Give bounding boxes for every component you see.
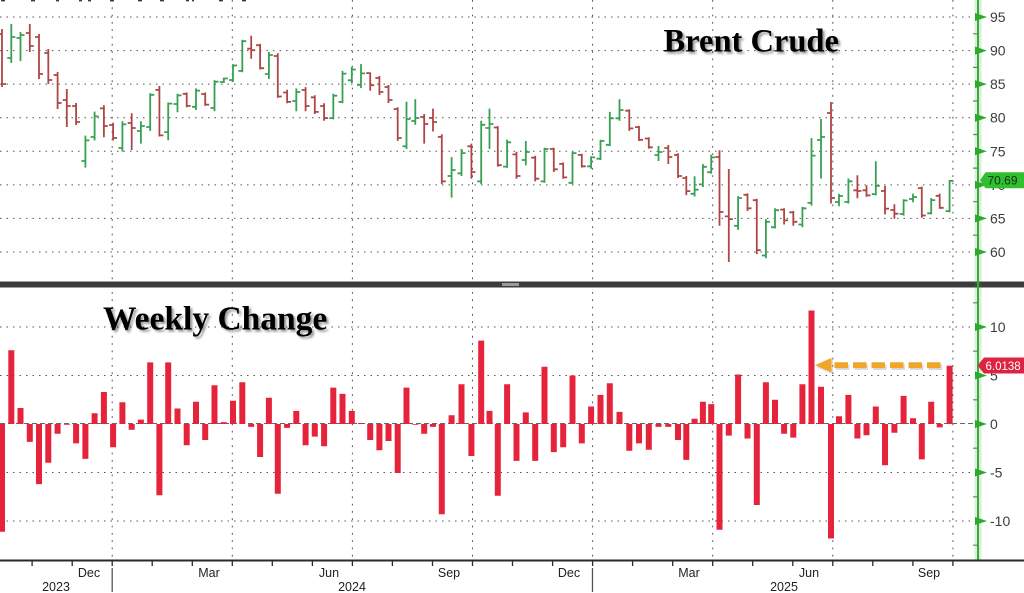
svg-text:Brent Crude: Brent Crude xyxy=(664,24,839,60)
svg-text:Dec: Dec xyxy=(78,566,100,580)
svg-text:0: 0 xyxy=(990,416,998,432)
svg-text:Jun: Jun xyxy=(319,566,339,580)
svg-text:2025: 2025 xyxy=(770,580,798,593)
svg-text:Mar: Mar xyxy=(198,566,220,580)
svg-text:85: 85 xyxy=(990,76,1006,92)
svg-text:6.0138: 6.0138 xyxy=(986,361,1021,373)
svg-text:10: 10 xyxy=(990,319,1006,335)
svg-text:-5: -5 xyxy=(990,465,1003,481)
svg-text:80: 80 xyxy=(990,110,1006,126)
svg-text:5: 5 xyxy=(990,368,998,384)
svg-text:95: 95 xyxy=(990,9,1006,25)
svg-text:Dec: Dec xyxy=(558,566,580,580)
svg-text:75: 75 xyxy=(990,143,1006,159)
svg-text:2024: 2024 xyxy=(338,580,366,593)
svg-text:90: 90 xyxy=(990,43,1006,59)
svg-text:Mar: Mar xyxy=(678,566,700,580)
svg-text:65: 65 xyxy=(990,210,1006,226)
svg-text:Jun: Jun xyxy=(799,566,819,580)
svg-text:2023: 2023 xyxy=(42,580,70,593)
svg-text:Sep: Sep xyxy=(438,566,460,580)
svg-text:Weekly Change: Weekly Change xyxy=(103,301,327,338)
svg-text:-10: -10 xyxy=(990,513,1010,529)
svg-text:60: 60 xyxy=(990,244,1006,260)
svg-text:Sep: Sep xyxy=(918,566,940,580)
svg-text:70.69: 70.69 xyxy=(988,174,1018,188)
